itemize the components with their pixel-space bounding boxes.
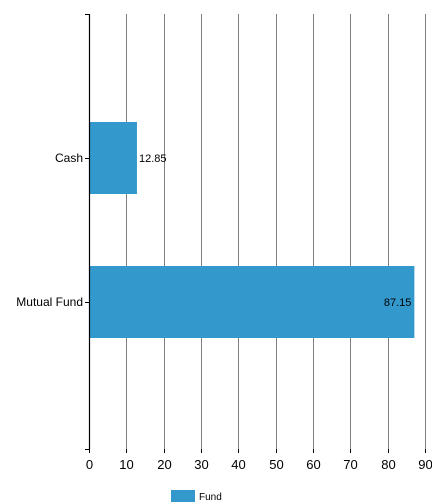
legend-label: Fund [199,492,222,503]
bars [89,122,415,338]
data-label: 12.85 [139,153,167,165]
x-tick-label: 80 [381,457,395,472]
legend-swatch [171,490,195,502]
x-tick-label: 10 [119,457,133,472]
category-label: Cash [55,151,83,165]
x-tick-label: 90 [418,457,432,472]
x-tick-label: 70 [343,457,357,472]
labels: 0 10 20 30 40 50 60 70 80 90 Cash 12.85 Mutual Fund 8… [16,151,432,472]
x-tick-label: 60 [306,457,320,472]
category-label: Mutual Fund [16,295,83,309]
x-tick-label: 30 [194,457,208,472]
bar [89,122,137,194]
legend: Fund [171,490,222,503]
x-tick-label: 0 [86,457,93,472]
axes [85,14,426,453]
bar [89,266,415,338]
x-tick-label: 20 [157,457,171,472]
grid-lines [126,14,426,449]
data-label: 87.15 [384,297,412,309]
x-tick-label: 40 [231,457,245,472]
x-tick-label: 50 [269,457,283,472]
